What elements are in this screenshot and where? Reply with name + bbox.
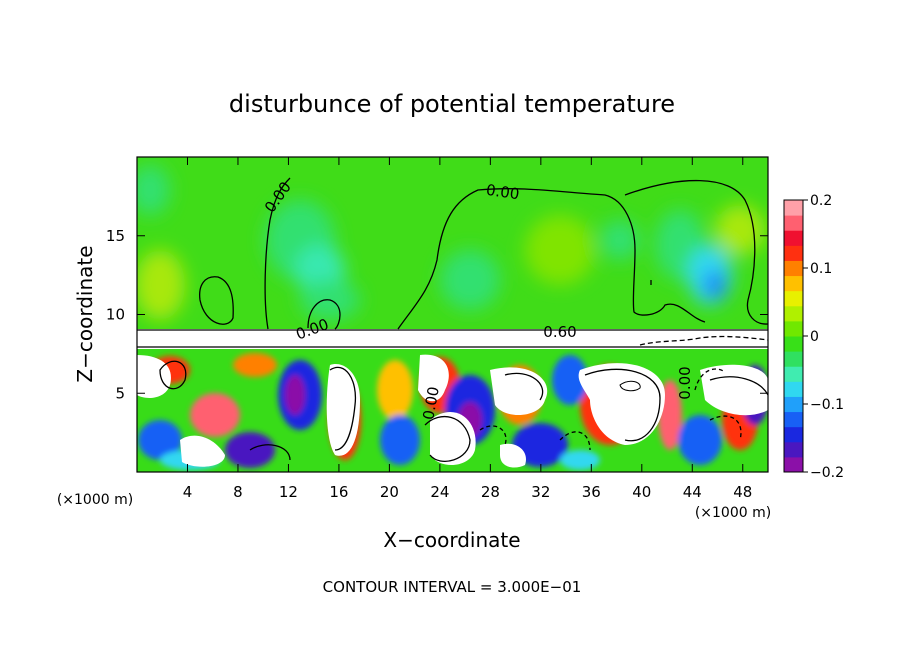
colorbar-swatch [784,200,803,216]
colorbar-swatch [784,215,803,231]
contour-lines [137,177,768,462]
x-tick-label: 16 [329,483,348,501]
colorbar-tick-label: 0.2 [810,193,832,209]
contour-label: 0.00 [676,366,694,399]
colorbar-swatch [784,260,803,277]
colorbar-tick-label: −0.2 [810,465,844,481]
x-tick-label: 24 [430,483,449,501]
y-axis-ticks: 5 10 15 [106,227,768,402]
contour-label: 0.00 [419,385,443,421]
colorbar-swatch [784,320,803,337]
x-unit-left: (×1000 m) [57,492,133,508]
x-tick-label: 12 [279,483,298,501]
x-axis-label: X−coordinate [383,528,520,552]
x-unit-right: (×1000 m) [695,505,771,521]
x-tick-label: 28 [481,483,500,501]
colorbar-tick-label: 0 [810,329,819,345]
colorbar-swatch [784,411,803,428]
colorbar-ticks: 0.2 0.1 0 −0.1 −0.2 [803,193,844,481]
y-tick-label: 5 [115,384,125,402]
contour-label: 0.60 [543,323,576,341]
colorbar-swatch [784,351,803,367]
chart-title: disturbunce of potential temperature [229,90,675,118]
x-tick-label: 48 [733,483,752,501]
y-axis-label: Z−coordinate [73,245,97,382]
turbulent-field [137,349,768,472]
inversion-band [137,329,768,349]
colorbar-swatch [784,396,803,413]
upper-field [137,157,768,329]
colorbar-tick-label: 0.1 [810,261,832,277]
colorbar [784,200,803,473]
contour-interval-note: CONTOUR INTERVAL = 3.000E−01 [323,578,582,596]
x-tick-label: 4 [183,483,193,501]
contour-label: 0.00 [485,181,521,203]
x-tick-label: 32 [531,483,550,501]
colorbar-swatch [784,245,803,261]
x-tick-label: 40 [632,483,651,501]
x-tick-label: 44 [683,483,702,501]
x-tick-label: 8 [233,483,243,501]
colorbar-swatch [784,426,803,443]
colorbar-swatch [784,305,803,322]
x-tick-label: 20 [380,483,399,501]
colorbar-tick-label: −0.1 [810,397,844,413]
y-tick-label: 15 [106,227,125,245]
colorbar-swatch [784,290,803,307]
colorbar-swatch [784,230,803,246]
y-tick-label: 10 [106,306,125,324]
colorbar-swatch [784,441,803,458]
colorbar-swatch [784,275,803,292]
colorbar-swatch [784,366,803,382]
x-tick-label: 36 [582,483,601,501]
colorbar-swatch [784,381,803,397]
x-axis-ticks: 4 8 12 16 20 24 28 32 36 40 44 48 [183,157,752,501]
colorbar-swatch [784,336,803,352]
colorbar-swatch [784,456,803,473]
